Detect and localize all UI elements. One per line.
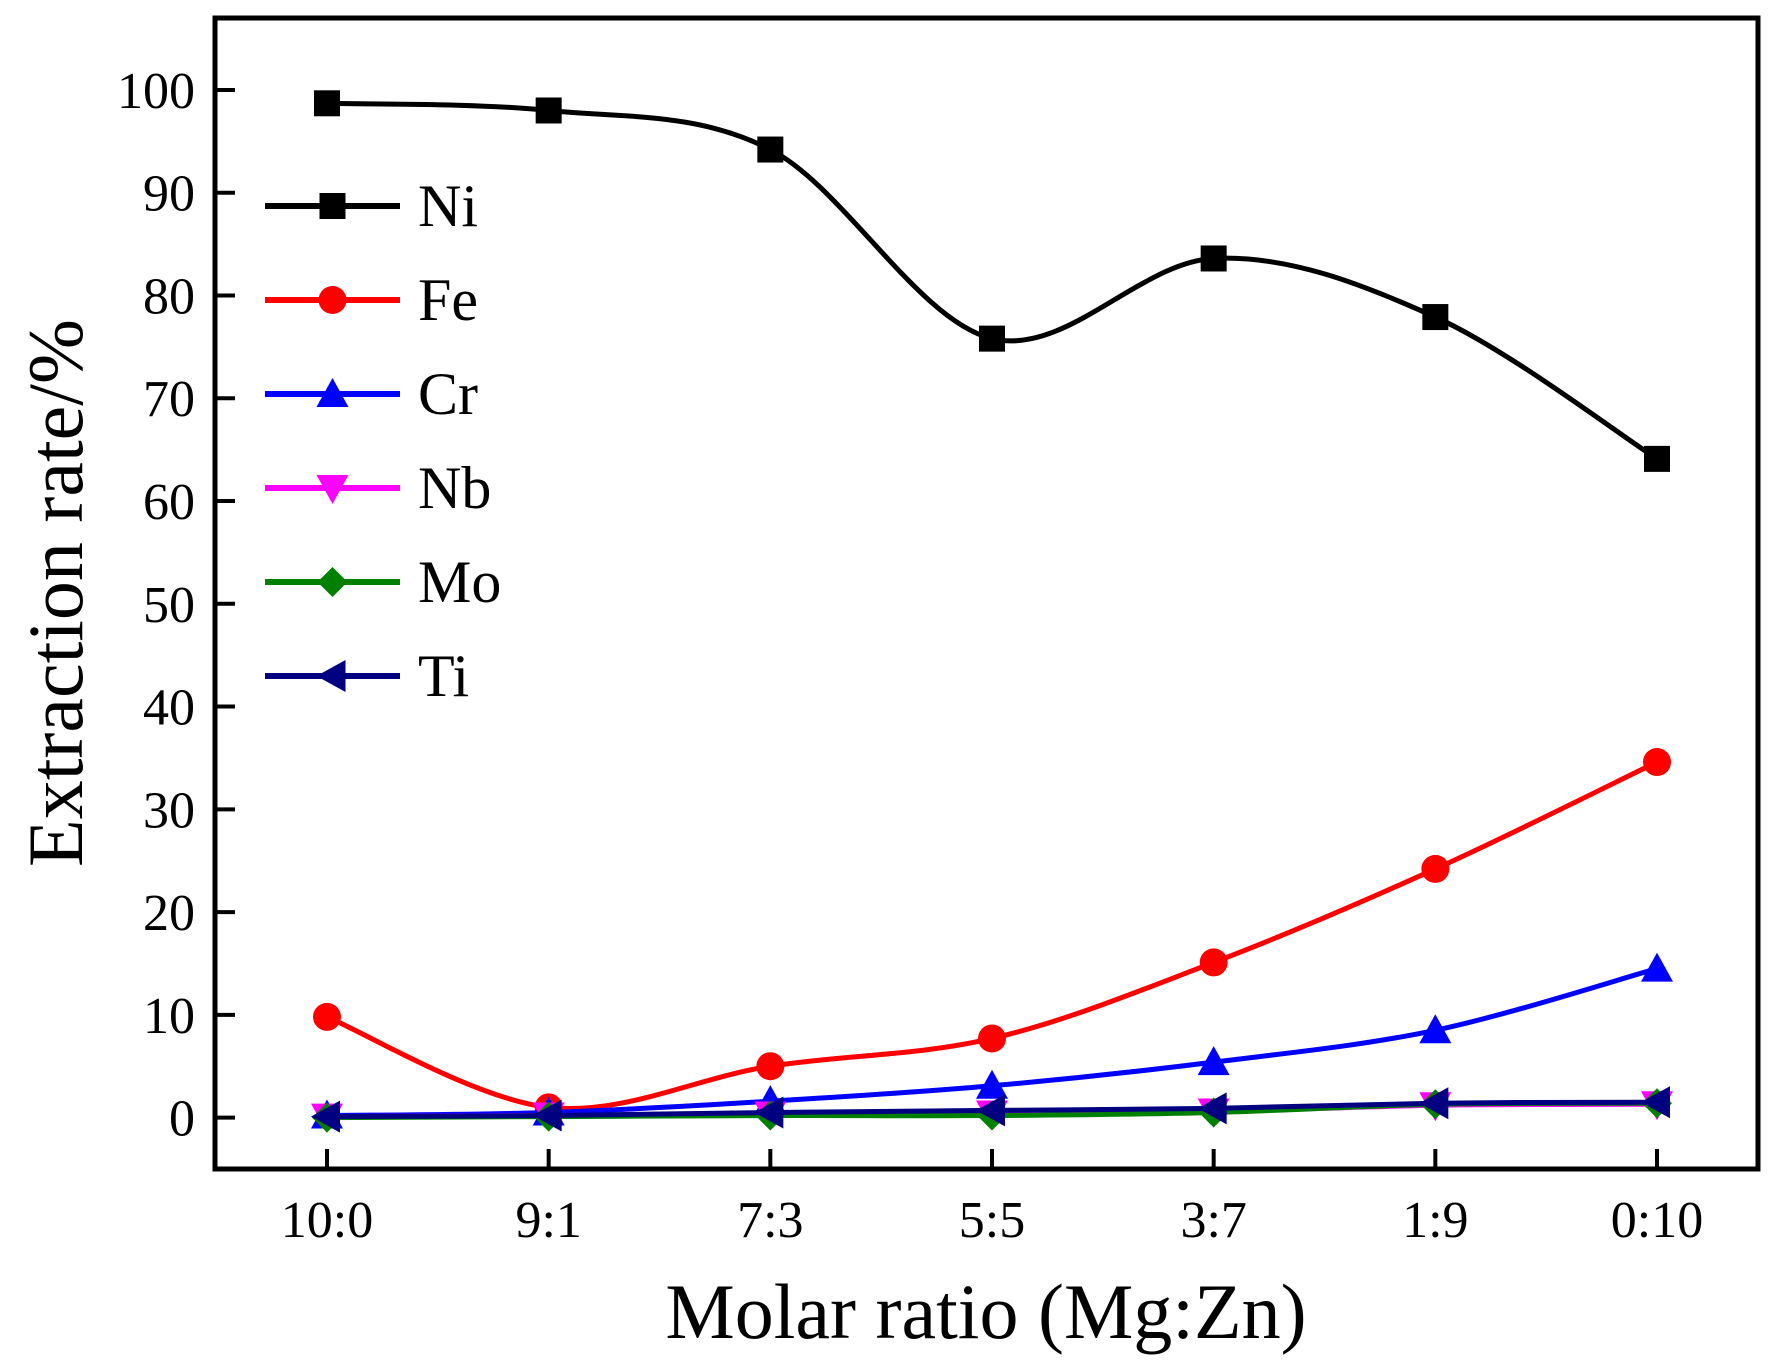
data-point-ti-5 <box>1419 1087 1449 1120</box>
data-point-ti-1 <box>532 1099 562 1132</box>
x-tick-label: 3:7 <box>1180 1192 1246 1249</box>
data-point-cr-4 <box>1197 1046 1230 1076</box>
legend-item-mo: Mo <box>265 549 501 615</box>
x-tick-label: 10:0 <box>281 1192 373 1249</box>
data-point-ni-4 <box>1200 245 1227 272</box>
y-tick-label: 50 <box>143 577 195 634</box>
data-point-ni-5 <box>1422 304 1449 331</box>
legend-marker <box>319 193 346 219</box>
y-tick-label: 20 <box>143 885 195 942</box>
series-ni <box>314 90 1670 472</box>
series-line-fe <box>324 759 1660 1111</box>
x-tick-label: 0:10 <box>1611 1192 1703 1249</box>
data-point-ti-6 <box>1641 1086 1670 1119</box>
data-point-cr-3 <box>976 1069 1008 1099</box>
data-point-ni-0 <box>314 90 340 117</box>
y-axis-title: Extraction rate/% <box>12 319 99 867</box>
series-ti <box>311 1086 1670 1133</box>
legend-label: Fe <box>418 267 478 333</box>
data-point-ti-0 <box>311 1100 340 1133</box>
y-tick-label: 80 <box>143 268 195 325</box>
y-tick-label: 0 <box>169 1091 195 1148</box>
x-tick-label: 1:9 <box>1402 1192 1468 1249</box>
plot-frame <box>212 15 1761 1172</box>
x-axis-title: Molar ratio (Mg:Zn) <box>665 1268 1306 1355</box>
legend-label: Mo <box>418 549 501 615</box>
y-tick-label: 30 <box>143 782 195 839</box>
legend: Ni Fe Cr Nb Mo Ti <box>265 173 501 709</box>
legend-label: Cr <box>418 361 478 427</box>
legend-item-nb: Nb <box>265 455 491 521</box>
y-tick-label: 100 <box>117 63 195 120</box>
data-point-fe-5 <box>1421 854 1450 883</box>
legend-marker <box>316 475 349 504</box>
x-tick-label: 5:5 <box>959 1192 1025 1249</box>
y-tick-label: 10 <box>143 988 195 1045</box>
axis-layer: 0 10 20 30 40 50 60 70 80 90 100 10:0 9:1 7:3 5:5 3:7 1:… <box>117 63 1703 1249</box>
legend-label: Ni <box>418 173 478 239</box>
series-fe <box>313 748 1671 1122</box>
legend-marker <box>316 660 346 692</box>
legend-label: Ti <box>418 643 469 709</box>
data-point-fe-0 <box>313 1002 341 1031</box>
data-point-ti-4 <box>1197 1092 1227 1125</box>
y-tick-label: 40 <box>143 680 195 737</box>
data-point-ni-6 <box>1644 445 1670 472</box>
legend-marker <box>318 286 347 314</box>
data-point-cr-6 <box>1641 952 1673 982</box>
x-tick-label: 7:3 <box>737 1192 803 1249</box>
data-point-ni-1 <box>535 97 562 124</box>
legend-marker <box>316 378 349 407</box>
series-line-ni <box>324 100 1660 462</box>
legend-item-fe: Fe <box>265 267 478 333</box>
legend-marker <box>317 567 348 597</box>
legend-item-cr: Cr <box>265 361 478 427</box>
data-point-cr-5 <box>1419 1014 1452 1044</box>
data-point-ni-2 <box>757 136 784 163</box>
data-point-fe-6 <box>1643 748 1671 777</box>
series-layer <box>311 90 1673 1133</box>
data-point-ti-3 <box>976 1094 1005 1127</box>
y-tick-label: 90 <box>143 166 195 223</box>
data-point-fe-4 <box>1199 948 1228 977</box>
data-point-fe-3 <box>978 1024 1006 1053</box>
legend-label: Nb <box>418 455 491 521</box>
data-point-ti-2 <box>754 1096 784 1129</box>
x-tick-label: 9:1 <box>515 1192 581 1249</box>
y-tick-label: 60 <box>143 474 195 531</box>
data-point-ni-3 <box>979 325 1005 352</box>
data-point-fe-2 <box>756 1052 785 1081</box>
y-tick-label: 70 <box>143 371 195 428</box>
legend-item-ni: Ni <box>265 173 478 239</box>
legend-item-ti: Ti <box>265 643 469 709</box>
